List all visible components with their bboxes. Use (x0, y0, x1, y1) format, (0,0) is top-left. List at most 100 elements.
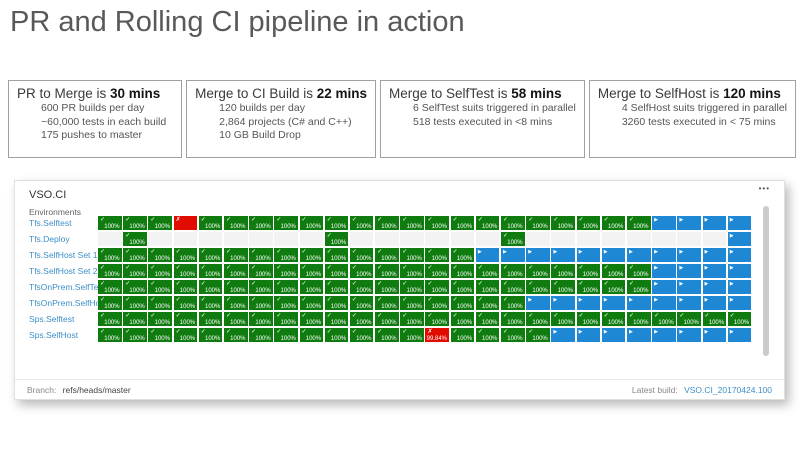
deployment-cell-in-progress[interactable]: ▶ (526, 248, 550, 262)
deployment-cell-success[interactable]: ✓ 100% (425, 248, 450, 262)
deployment-cell-success[interactable]: ✓ 100% (173, 312, 198, 326)
deployment-cell-success[interactable]: ✓ 100% (626, 264, 651, 278)
deployment-cell-in-progress[interactable]: ▶ (576, 296, 601, 310)
deployment-cell-in-progress[interactable]: ▶ (727, 280, 752, 294)
deployment-cell-success[interactable]: ✓ 100% (349, 248, 374, 262)
deployment-cell-success[interactable]: ✓ 100% (249, 264, 273, 278)
deployment-cell-success[interactable]: ✓ 100% (299, 296, 324, 310)
deployment-cell-success[interactable]: ✓ 100% (98, 216, 122, 230)
deployment-cell-success[interactable]: ✓ 100% (98, 248, 122, 262)
deployment-cell-success[interactable]: ✓ 100% (324, 264, 349, 278)
deployment-cell-success[interactable]: ✓ 100% (551, 312, 575, 326)
deployment-cell-success[interactable]: ✓ 100% (299, 216, 324, 230)
deployment-cell-success[interactable]: ✓ 100% (400, 264, 424, 278)
deployment-cell-success[interactable]: ✓ 100% (299, 328, 324, 342)
deployment-cell-in-progress[interactable]: ▶ (551, 248, 575, 262)
deployment-cell-success[interactable]: ✓ 100% (526, 264, 550, 278)
deployment-cell-success[interactable]: ✓ 100% (349, 264, 374, 278)
deployment-cell-success[interactable]: ✓ 100% (249, 216, 273, 230)
deployment-cell-success[interactable]: ✓ 100% (198, 296, 223, 310)
deployment-cell-success[interactable]: ✓ 100% (425, 280, 450, 294)
deployment-cell-success[interactable]: ✓ 100% (601, 264, 626, 278)
deployment-cell-success[interactable]: ✓ 100% (349, 296, 374, 310)
deployment-cell-success[interactable]: ✓ 100% (123, 232, 147, 246)
deployment-cell-success[interactable]: ✓ 100% (223, 264, 248, 278)
deployment-cell-success[interactable]: ✓ 100% (526, 280, 550, 294)
deployment-cell-success[interactable]: ✓ 100% (148, 248, 172, 262)
deployment-cell-success[interactable]: ✓ 100% (349, 216, 374, 230)
environment-label[interactable]: Tfs.SelfHost Set 1 (29, 250, 98, 260)
deployment-cell-success[interactable]: ✓ 100% (501, 328, 525, 342)
deployment-cell-success[interactable]: ✓ 100% (173, 280, 198, 294)
deployment-cell-success[interactable]: ✓ 100% (198, 216, 223, 230)
deployment-cell-success[interactable]: ✓ 100% (223, 312, 248, 326)
deployment-cell-in-progress[interactable]: ▶ (702, 280, 727, 294)
deployment-cell-success[interactable]: ✓ 100% (274, 248, 298, 262)
environment-label[interactable]: TfsOnPrem.SelfTest (29, 282, 106, 292)
deployment-cell-in-progress[interactable]: ▶ (652, 248, 676, 262)
deployment-cell-success[interactable]: ✓ 100% (274, 312, 298, 326)
deployment-cell-success[interactable]: ✓ 100% (551, 264, 575, 278)
deployment-cell-success[interactable]: ✓ 100% (601, 280, 626, 294)
environment-label[interactable]: TfsOnPrem.SelfHost (29, 298, 107, 308)
deployment-cell-in-progress[interactable]: ▶ (501, 248, 525, 262)
deployment-cell-in-progress[interactable]: ▶ (626, 296, 651, 310)
deployment-cell-success[interactable]: ✓ 100% (626, 312, 651, 326)
deployment-cell-in-progress[interactable]: ▶ (526, 296, 550, 310)
deployment-cell-success[interactable]: ✓ 100% (425, 264, 450, 278)
deployment-cell-success[interactable]: ✓ 100% (501, 312, 525, 326)
deployment-cell-failed[interactable]: ✗ (173, 216, 198, 230)
deployment-cell-in-progress[interactable]: ▶ (475, 248, 500, 262)
deployment-cell-success[interactable]: ✓ 100% (123, 216, 147, 230)
deployment-cell-success[interactable]: ✓ 100% (148, 328, 172, 342)
deployment-cell-success[interactable]: ✓ 100% (324, 248, 349, 262)
environment-label[interactable]: Tfs.Deploy (29, 234, 70, 244)
deployment-cell-success[interactable]: ✓ 100% (375, 248, 399, 262)
deployment-cell-success[interactable]: ✓ 100% (98, 264, 122, 278)
deployment-cell-success[interactable]: ✓ 100% (173, 248, 198, 262)
deployment-cell-success[interactable]: ✓ 100% (274, 216, 298, 230)
deployment-cell-success[interactable]: ✓ 100% (526, 312, 550, 326)
deployment-cell-in-progress[interactable]: ▶ (727, 232, 752, 246)
deployment-cell-success[interactable]: ✓ 100% (98, 280, 122, 294)
deployment-cell-success[interactable]: ✓ 100% (123, 312, 147, 326)
deployment-cell-in-progress[interactable]: ▶ (626, 248, 651, 262)
deployment-cell-success[interactable]: ✓ 100% (148, 216, 172, 230)
deployment-cell-success[interactable]: ✓ 100% (198, 248, 223, 262)
deployment-cell-success[interactable]: ✓ 100% (299, 280, 324, 294)
deployment-cell-success[interactable]: ✓ 100% (601, 216, 626, 230)
deployment-cell-success[interactable]: ✓ 100% (249, 280, 273, 294)
deployment-cell-success[interactable]: ✓ 100% (324, 280, 349, 294)
deployment-cell-success[interactable]: ✓ 100% (349, 280, 374, 294)
deployment-cell-success[interactable]: ✓ 100% (249, 248, 273, 262)
deployment-cell-success[interactable]: ✓ 100% (198, 264, 223, 278)
deployment-cell-success[interactable]: ✓ 100% (626, 216, 651, 230)
deployment-cell-success[interactable]: ✓ 100% (400, 248, 424, 262)
deployment-cell-success[interactable]: ✓ 100% (501, 216, 525, 230)
deployment-cell-success[interactable]: ✓ 100% (702, 312, 727, 326)
vertical-scrollbar[interactable] (763, 206, 769, 356)
deployment-cell-success[interactable]: ✓ 100% (123, 280, 147, 294)
deployment-cell-success[interactable]: ✓ 100% (123, 296, 147, 310)
deployment-cell-in-progress[interactable]: ▶ (727, 216, 752, 230)
deployment-cell-success[interactable]: ✓ 100% (223, 248, 248, 262)
deployment-cell-failed[interactable]: ✗ 99.84% (425, 328, 450, 342)
deployment-cell-success[interactable]: ✓ 100% (198, 328, 223, 342)
deployment-cell-success[interactable]: ✓ 100% (173, 264, 198, 278)
deployment-cell-success[interactable]: ✓ 100% (223, 296, 248, 310)
deployment-cell-success[interactable]: ✓ 100% (526, 328, 550, 342)
deployment-cell-in-progress[interactable]: ▶ (652, 216, 676, 230)
deployment-cell-in-progress[interactable]: ▶ (727, 248, 752, 262)
deployment-cell-success[interactable]: ✓ 100% (551, 280, 575, 294)
deployment-cell-in-progress[interactable]: ▶ (677, 248, 701, 262)
deployment-cell-success[interactable]: ✓ 100% (148, 312, 172, 326)
ellipsis-menu-icon[interactable]: ••• (758, 184, 770, 193)
deployment-cell-success[interactable]: ✓ 100% (324, 312, 349, 326)
deployment-cell-success[interactable]: ✓ 100% (501, 264, 525, 278)
deployment-cell-success[interactable]: ✓ 100% (98, 312, 122, 326)
deployment-cell-success[interactable]: ✓ 100% (601, 312, 626, 326)
deployment-cell-success[interactable]: ✓ 100% (501, 296, 525, 310)
deployment-cell-success[interactable]: ✓ 100% (249, 296, 273, 310)
deployment-cell-success[interactable]: ✓ 100% (450, 280, 475, 294)
deployment-cell-in-progress[interactable]: ▶ (576, 328, 601, 342)
